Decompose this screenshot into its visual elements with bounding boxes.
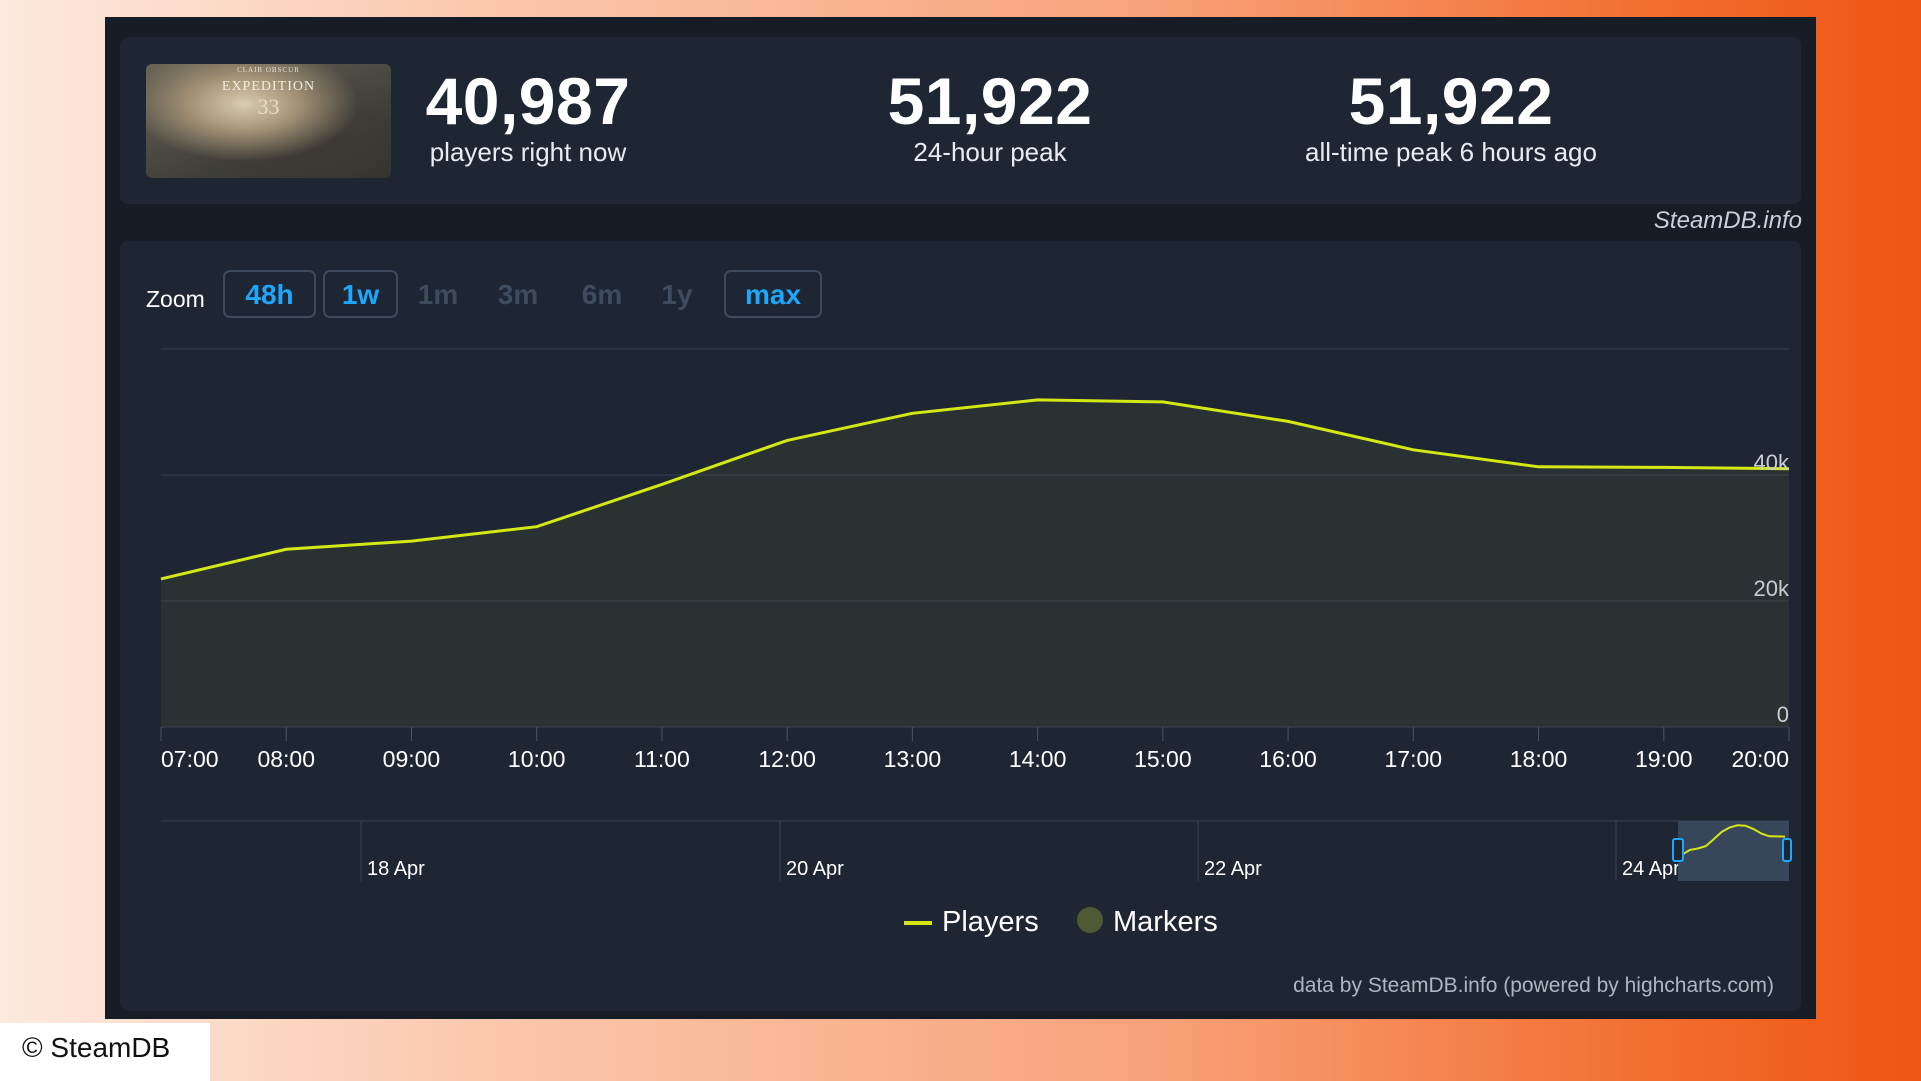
navigator-series xyxy=(1681,824,1786,856)
stat-24h-peak: 51,922 24-hour peak xyxy=(810,65,1170,167)
x-axis: 07:00 08:00 09:00 10:00 11:00 12:00 13:00 14:00… xyxy=(160,727,1790,772)
x-tick-label: 09:00 xyxy=(383,746,441,772)
legend-markers-label: Markers xyxy=(1113,906,1218,938)
stat-label: 24-hour peak xyxy=(913,137,1067,167)
player-chart[interactable]: 0 20k 40k 07:00 08:00 09:00 10:00 11:00 12:00 13… xyxy=(120,241,1801,1011)
stat-value: 51,922 xyxy=(887,64,1093,138)
chart-container: Zoom 48h 1w 1m 3m 6m 1y max 0 20k 40k 07:0… xyxy=(120,241,1801,1011)
zoom-3m-button[interactable]: 3m xyxy=(497,279,539,310)
x-tick-label: 20:00 xyxy=(1731,746,1789,772)
x-tick-label: 11:00 xyxy=(634,746,690,772)
navigator-label: 20 Apr xyxy=(786,858,844,880)
x-tick-label: 16:00 xyxy=(1259,746,1317,772)
zoom-1w-button[interactable]: 1w xyxy=(323,270,398,318)
players-line[interactable] xyxy=(160,398,1790,581)
y-axis-labels: 0 20k 40k xyxy=(1754,450,1790,727)
stat-value: 51,922 xyxy=(1348,64,1554,138)
copyright-label: © SteamDB xyxy=(0,1023,210,1081)
legend-dot-icon xyxy=(1077,907,1103,934)
x-tick-label: 14:00 xyxy=(1009,746,1067,772)
steamdb-panel: CLAIR OBSCUR EXPEDITION 33 40,987 player… xyxy=(105,17,1816,1019)
thumb-number: 33 xyxy=(257,94,280,119)
zoom-48h-button[interactable]: 48h xyxy=(223,270,316,318)
legend-markers[interactable]: Markers xyxy=(1077,906,1218,939)
stat-current-players: 40,987 players right now xyxy=(348,65,708,167)
y-tick-label: 0 xyxy=(1777,702,1789,727)
stat-label: all-time peak 6 hours ago xyxy=(1305,137,1597,167)
legend-players-label: Players xyxy=(942,906,1039,938)
navigator: 18 Apr 20 Apr 22 Apr 24 Apr xyxy=(161,820,1792,881)
y-tick-label: 20k xyxy=(1754,576,1790,601)
x-tick-label: 19:00 xyxy=(1635,746,1693,772)
legend-line-icon xyxy=(904,921,932,926)
players-area xyxy=(161,399,1789,727)
zoom-max-button[interactable]: max xyxy=(724,270,822,318)
x-tick-label: 08:00 xyxy=(257,746,315,772)
game-thumbnail[interactable]: CLAIR OBSCUR EXPEDITION 33 xyxy=(146,64,391,178)
x-tick-label: 07:00 xyxy=(161,746,219,772)
zoom-1m-button[interactable]: 1m xyxy=(417,279,459,310)
navigator-selection xyxy=(1678,821,1789,881)
chart-credits[interactable]: data by SteamDB.info (powered by highcha… xyxy=(1293,974,1774,997)
x-tick-label: 15:00 xyxy=(1134,746,1192,772)
navigator-label: 24 Apr xyxy=(1622,858,1680,880)
navigator-label: 22 Apr xyxy=(1204,858,1262,880)
zoom-1y-button[interactable]: 1y xyxy=(661,279,693,310)
zoom-6m-button[interactable]: 6m xyxy=(581,279,623,310)
navigator-handle-right[interactable] xyxy=(1782,838,1792,862)
stat-label: players right now xyxy=(429,137,627,167)
legend-players[interactable]: Players xyxy=(904,906,1039,939)
x-tick-label: 18:00 xyxy=(1510,746,1568,772)
x-tick-label: 12:00 xyxy=(758,746,816,772)
thumb-small-text: CLAIR OBSCUR xyxy=(237,66,300,74)
x-tick-label: 17:00 xyxy=(1385,746,1443,772)
stat-value: 40,987 xyxy=(425,64,631,138)
y-tick-label: 40k xyxy=(1754,450,1790,475)
x-tick-label: 13:00 xyxy=(884,746,942,772)
navigator-label: 18 Apr xyxy=(367,858,425,880)
navigator-handle-left[interactable] xyxy=(1672,838,1684,862)
grid-lines xyxy=(161,348,1789,728)
x-tick-label: 10:00 xyxy=(508,746,566,772)
stats-header: CLAIR OBSCUR EXPEDITION 33 40,987 player… xyxy=(120,37,1801,204)
brand-watermark[interactable]: SteamDB.info xyxy=(1653,207,1802,234)
zoom-label: Zoom xyxy=(146,286,205,312)
thumb-title: EXPEDITION xyxy=(221,79,316,94)
stat-all-time-peak: 51,922 all-time peak 6 hours ago xyxy=(1271,65,1631,167)
